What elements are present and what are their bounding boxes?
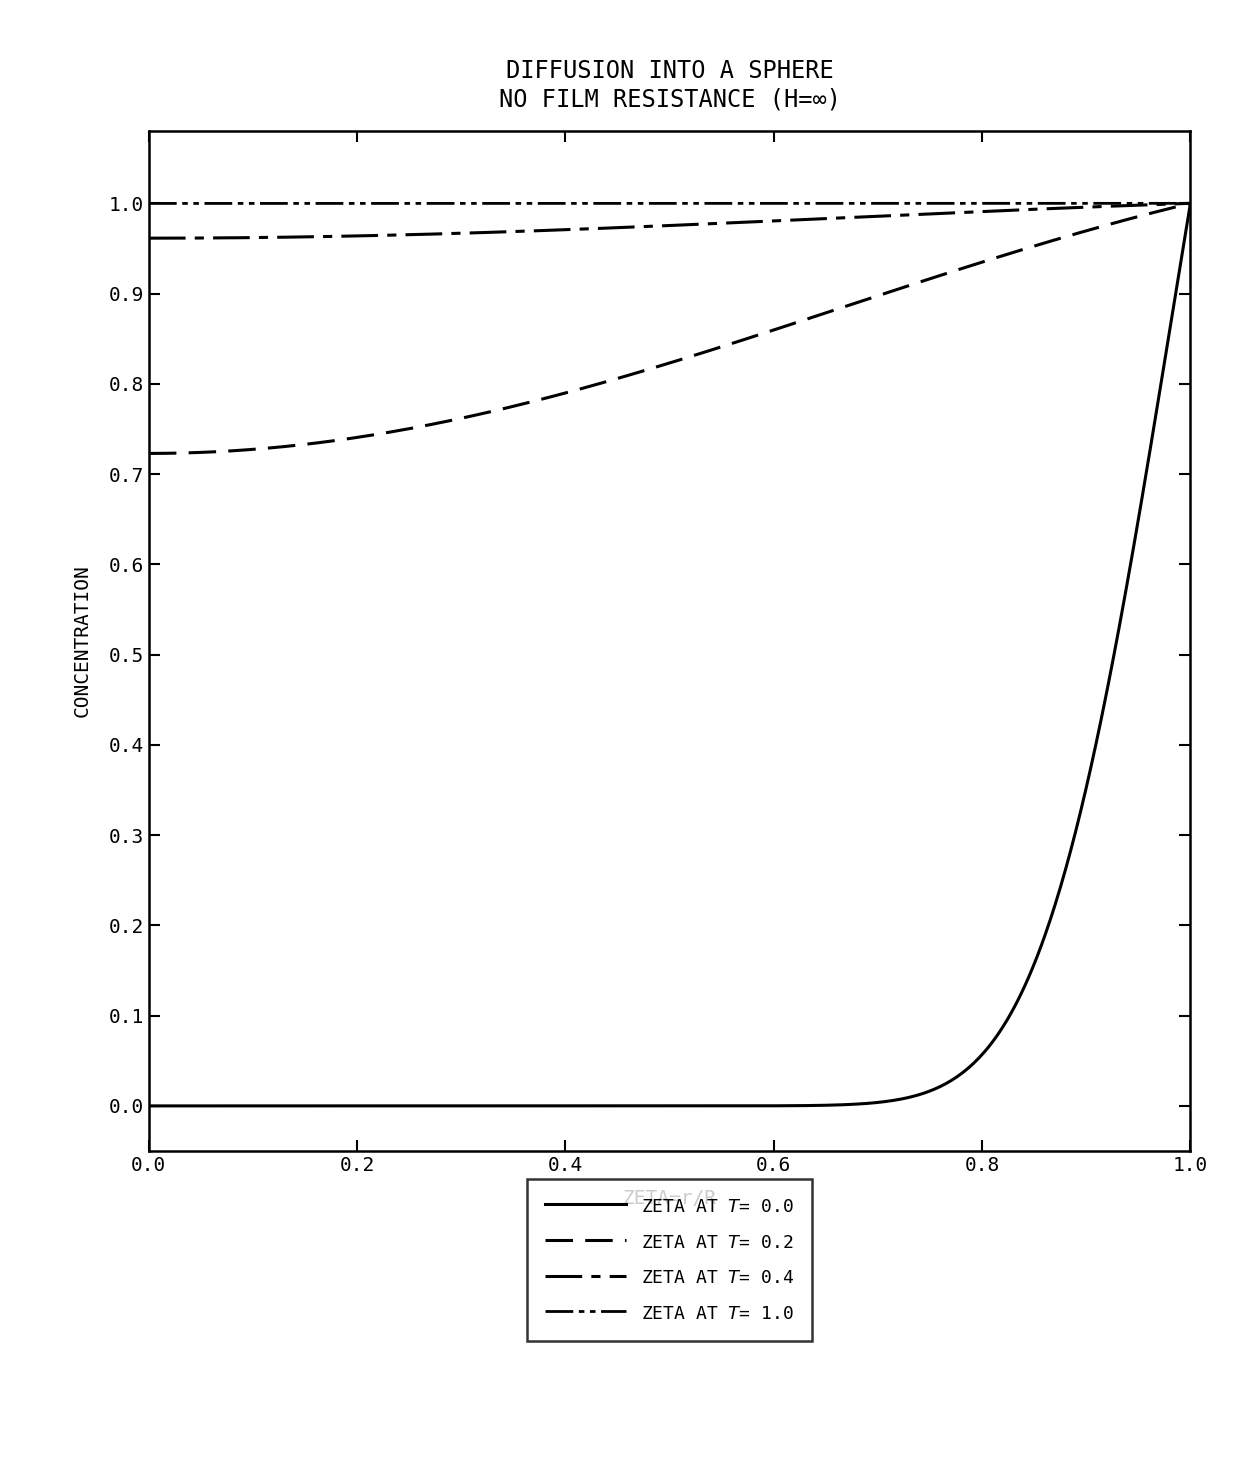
Legend: ZETA AT $\mathit{T}$= 0.0, ZETA AT $\mathit{T}$= 0.2, ZETA AT $\mathit{T}$= 0.4,: ZETA AT $\mathit{T}$= 0.0, ZETA AT $\mat… [527, 1179, 812, 1340]
Y-axis label: CONCENTRATION: CONCENTRATION [73, 565, 92, 717]
X-axis label: ZETA=r/R: ZETA=r/R [622, 1189, 717, 1208]
Title: DIFFUSION INTO A SPHERE
NO FILM RESISTANCE (H=∞): DIFFUSION INTO A SPHERE NO FILM RESISTAN… [498, 60, 841, 111]
